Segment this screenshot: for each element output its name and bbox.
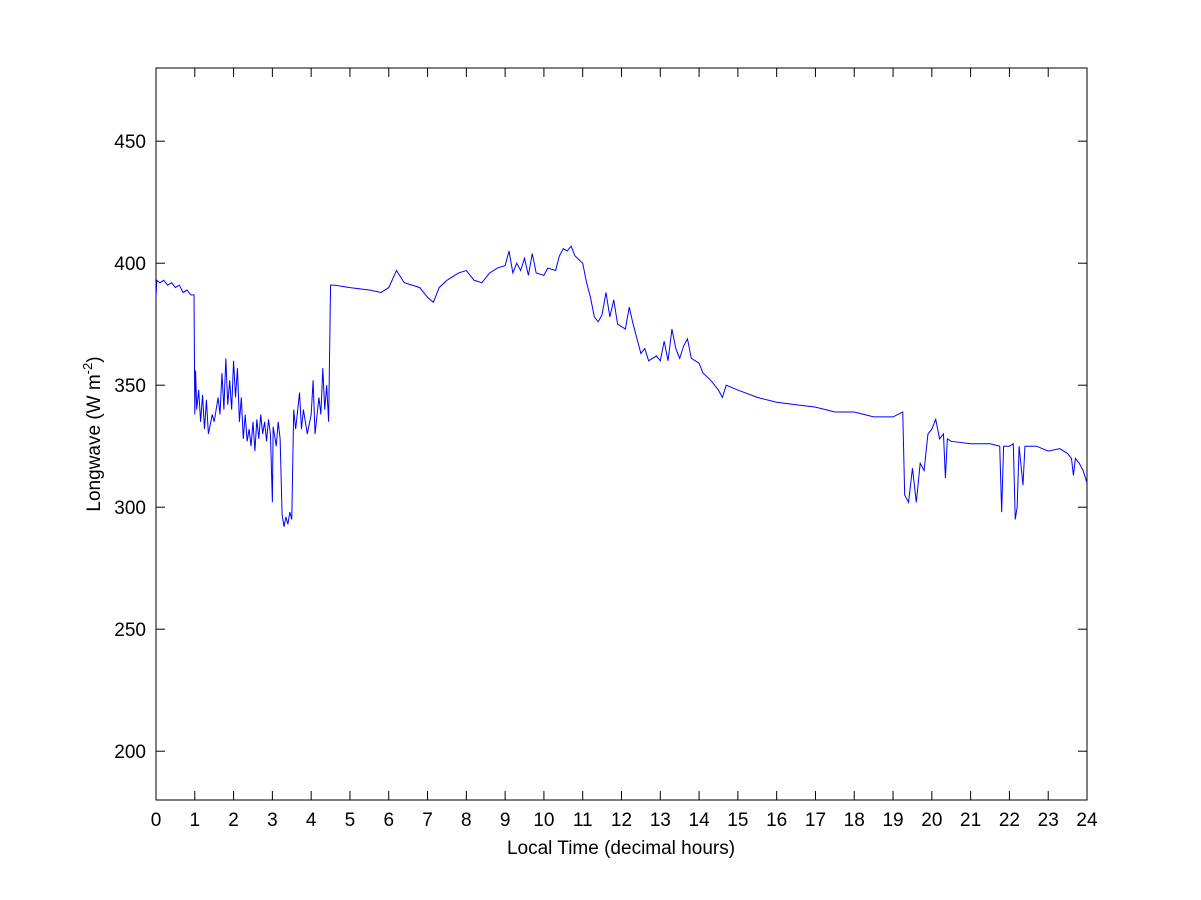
data-line	[155, 245, 1088, 527]
x-axis-label: Local Time (decimal hours)	[507, 838, 735, 859]
x-tick-label: 13	[650, 810, 671, 831]
x-tick-label: 8	[461, 810, 472, 831]
x-tick-label: 19	[882, 810, 903, 831]
x-tick-label: 16	[766, 810, 787, 831]
x-tick-label: 2	[228, 810, 239, 831]
x-tick-label: 3	[267, 810, 278, 831]
x-tick-label: 1	[190, 810, 201, 831]
x-tick-label: 22	[999, 810, 1020, 831]
y-label-text: Longwave (W m	[84, 374, 105, 511]
x-tick-label: 4	[306, 810, 317, 831]
y-tick-label: 200	[114, 742, 146, 763]
x-tick-label: 23	[1038, 810, 1059, 831]
y-axis-label: Longwave (W m-2)	[80, 356, 105, 511]
x-tick-label: 6	[383, 810, 394, 831]
x-tick-label: 0	[151, 810, 162, 831]
x-tick-label: 18	[844, 810, 865, 831]
y-label-suffix: )	[84, 356, 105, 362]
x-tick-label: 21	[960, 810, 981, 831]
x-tick-label: 15	[727, 810, 748, 831]
x-tick-label: 14	[689, 810, 711, 831]
x-tick-label: 24	[1076, 810, 1098, 831]
y-tick-label: 250	[114, 620, 146, 641]
y-label-superscript: -2	[80, 363, 95, 375]
x-tick-label: 20	[921, 810, 942, 831]
x-tick-label: 9	[500, 810, 511, 831]
x-tick-label: 5	[345, 810, 356, 831]
x-tick-label: 7	[422, 810, 433, 831]
y-tick-label: 450	[114, 132, 146, 153]
plot-box	[155, 67, 1088, 801]
y-tick-label: 350	[114, 376, 146, 397]
x-tick-label: 11	[573, 810, 593, 831]
x-tick-label: 17	[805, 810, 826, 831]
x-tick-label: 10	[533, 810, 554, 831]
y-tick-label: 300	[114, 498, 146, 519]
x-tick-label: 12	[611, 810, 632, 831]
y-tick-label: 400	[114, 254, 146, 275]
